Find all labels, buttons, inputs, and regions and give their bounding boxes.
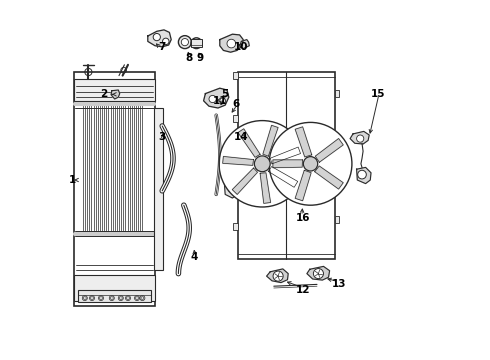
Polygon shape — [240, 40, 249, 49]
Polygon shape — [222, 157, 253, 165]
Circle shape — [273, 271, 283, 281]
Bar — [335, 144, 339, 151]
Circle shape — [254, 156, 270, 172]
Bar — [74, 79, 155, 101]
Circle shape — [358, 170, 367, 179]
Circle shape — [357, 135, 364, 142]
Bar — [335, 90, 339, 97]
Circle shape — [219, 121, 305, 207]
Polygon shape — [315, 166, 343, 189]
Text: 4: 4 — [191, 252, 198, 262]
Text: 14: 14 — [234, 132, 249, 142]
Polygon shape — [315, 139, 343, 162]
Circle shape — [303, 157, 318, 171]
Text: 10: 10 — [234, 42, 248, 52]
Bar — [233, 72, 238, 79]
Polygon shape — [220, 34, 243, 52]
Text: 6: 6 — [232, 99, 240, 109]
Circle shape — [191, 38, 202, 49]
Circle shape — [227, 39, 236, 48]
Text: 11: 11 — [213, 96, 227, 106]
Circle shape — [134, 296, 140, 301]
Text: 2: 2 — [100, 89, 107, 99]
Polygon shape — [232, 168, 258, 194]
Bar — [233, 173, 238, 180]
Circle shape — [209, 95, 216, 103]
Circle shape — [269, 122, 352, 205]
Text: 8: 8 — [186, 53, 193, 63]
Polygon shape — [263, 125, 278, 156]
Circle shape — [153, 33, 160, 41]
Text: 9: 9 — [196, 53, 203, 63]
Circle shape — [125, 296, 130, 301]
Polygon shape — [295, 170, 311, 201]
Bar — [238, 72, 335, 259]
Polygon shape — [295, 127, 312, 157]
Circle shape — [194, 40, 199, 46]
Circle shape — [140, 296, 145, 301]
Text: 13: 13 — [331, 279, 346, 289]
Polygon shape — [260, 173, 270, 203]
Circle shape — [109, 296, 114, 301]
Bar — [335, 216, 339, 223]
Polygon shape — [273, 160, 302, 168]
Text: 7: 7 — [158, 42, 166, 52]
Circle shape — [314, 269, 323, 279]
Polygon shape — [111, 90, 120, 99]
Bar — [74, 72, 155, 306]
Polygon shape — [238, 129, 260, 157]
Circle shape — [98, 296, 103, 301]
Polygon shape — [307, 266, 330, 280]
Polygon shape — [224, 164, 245, 198]
Bar — [77, 290, 151, 302]
Circle shape — [220, 98, 225, 104]
Circle shape — [163, 38, 169, 45]
Text: 15: 15 — [371, 89, 386, 99]
Text: 5: 5 — [221, 89, 229, 99]
Circle shape — [82, 296, 87, 301]
Bar — [233, 223, 238, 230]
Text: 1: 1 — [69, 175, 76, 185]
Text: 12: 12 — [295, 285, 310, 295]
Polygon shape — [269, 167, 298, 187]
Bar — [154, 108, 163, 270]
Text: 16: 16 — [295, 213, 310, 223]
Polygon shape — [357, 167, 371, 184]
Circle shape — [181, 39, 189, 46]
Circle shape — [118, 296, 123, 301]
Bar — [233, 115, 238, 122]
Bar — [191, 39, 202, 47]
Polygon shape — [270, 147, 300, 164]
Polygon shape — [148, 30, 171, 47]
Polygon shape — [267, 269, 288, 283]
Polygon shape — [350, 131, 369, 144]
Text: 3: 3 — [159, 132, 166, 142]
Circle shape — [178, 36, 192, 49]
Polygon shape — [204, 88, 229, 108]
Bar — [74, 275, 155, 301]
Circle shape — [90, 296, 95, 301]
